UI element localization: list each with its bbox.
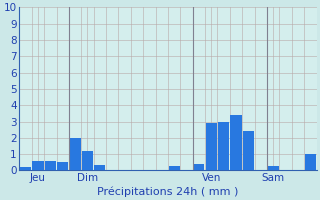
Bar — [169, 166, 180, 170]
Bar — [69, 138, 81, 170]
Bar — [20, 167, 31, 170]
Bar — [82, 151, 93, 170]
Bar — [218, 122, 229, 170]
Bar — [57, 162, 68, 170]
Bar — [206, 123, 217, 170]
Bar — [32, 161, 44, 170]
Bar — [94, 165, 105, 170]
Bar — [45, 161, 56, 170]
Bar — [193, 164, 204, 170]
Bar — [268, 166, 279, 170]
Bar — [305, 154, 316, 170]
Bar — [243, 131, 254, 170]
X-axis label: Précipitations 24h ( mm ): Précipitations 24h ( mm ) — [97, 186, 239, 197]
Bar — [230, 115, 242, 170]
